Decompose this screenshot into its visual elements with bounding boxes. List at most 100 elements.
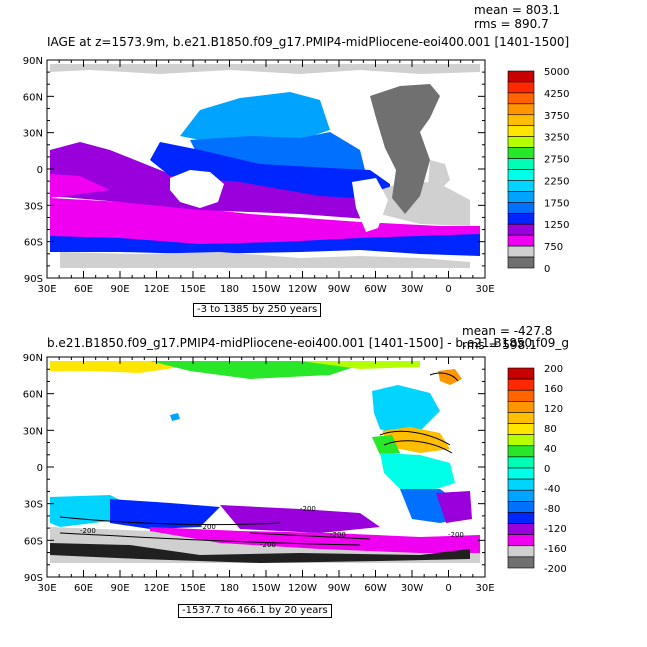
panel-2-eq-purple bbox=[436, 491, 472, 523]
panel-2-eq-teal bbox=[380, 453, 455, 491]
panel-1-colorbar-label: 1750 bbox=[544, 198, 569, 209]
panel-2-y-ticks: 90N 60N 30N 0 30S 60S 90S bbox=[23, 353, 485, 584]
panel-2-colorbar-swatch bbox=[507, 501, 535, 513]
panel-2-title: b.e21.B1850.f09_g17.PMIP4-midPliocene-eo… bbox=[47, 336, 570, 350]
panel-2-contour-label: -200 bbox=[260, 541, 276, 549]
panel-2-ytick-label: 60S bbox=[24, 536, 43, 547]
panel-1-map: 30E 60E 90E 120E 150E 180 150W 120W 90W 60W 30W 0 30… bbox=[23, 56, 570, 295]
panel-2-colorbar-swatch bbox=[507, 556, 535, 569]
panel-2-xtick-label: 150E bbox=[180, 583, 205, 594]
panel-1-australia bbox=[170, 170, 224, 208]
panel-1-colorbar-swatch bbox=[507, 212, 535, 225]
panel-2-colorbar-swatch bbox=[507, 545, 535, 558]
panel-2-xtick-label: 60W bbox=[364, 583, 387, 594]
panel-1-colorbar-label: 2750 bbox=[544, 155, 569, 166]
panel-1-colorbar-label: 3250 bbox=[544, 133, 569, 144]
panel-1-rms: rms = 890.7 bbox=[474, 17, 549, 31]
panel-2-contour-label: -200 bbox=[80, 527, 96, 535]
panel-2-colorbar-label: -200 bbox=[544, 564, 567, 575]
panel-2-xtick-label: 180 bbox=[220, 583, 239, 594]
panel-1-xtick-label: 90W bbox=[328, 284, 351, 295]
panel-2-xtick-label: 30E bbox=[37, 583, 56, 594]
panel-1-pacific-lightblue bbox=[180, 92, 330, 142]
panel-1-xtick-label: 150W bbox=[252, 284, 281, 295]
panel-2-colorbar-swatch bbox=[507, 523, 535, 535]
panel-1-xtick-label: 180 bbox=[220, 284, 239, 295]
panel-1-ytick-label: 60S bbox=[24, 238, 43, 249]
panel-2-colorbar-label: 0 bbox=[544, 464, 550, 475]
panel-1-mean: mean = 803.1 bbox=[474, 3, 561, 17]
panel-2-south-blue bbox=[110, 499, 220, 529]
panel-1-xtick-label: 120W bbox=[288, 284, 317, 295]
panel-2-ytick-label: 0 bbox=[37, 463, 43, 474]
panel-2-x-ticks: 30E 60E 90E 120E 150E 180 150W 120W 90W 60W 30W 0 30… bbox=[37, 357, 495, 594]
panel-1-colorbar-swatch bbox=[507, 114, 535, 127]
panel-1-colorbar-swatch bbox=[507, 103, 535, 116]
panel-2-contour-label: -200 bbox=[448, 531, 464, 539]
panel-1-xtick-label: 150E bbox=[180, 284, 205, 295]
panel-1-arctic bbox=[50, 64, 480, 74]
panel-1-xtick-label: 30E bbox=[37, 284, 56, 295]
panel-2-contour-label: -200 bbox=[300, 505, 316, 513]
panel-2-colorbar-label: -160 bbox=[544, 544, 567, 555]
panel-1-southern-blue bbox=[50, 234, 480, 256]
panel-2-south-black bbox=[50, 543, 470, 563]
panel-2-colorbar-swatch bbox=[507, 489, 535, 502]
panel-2-natl-green bbox=[372, 435, 400, 455]
panel-2-colorbar-swatch bbox=[507, 412, 535, 424]
panel-1-colorbar-label: 2250 bbox=[544, 176, 569, 187]
panel-1-xtick-label: 90E bbox=[110, 284, 129, 295]
panel-1-colorbar-swatch bbox=[507, 191, 535, 203]
panel-1-ytick-label: 60N bbox=[23, 92, 43, 103]
panel-2-colorbar-swatch bbox=[507, 389, 535, 402]
panel-1-colorbar-swatch bbox=[507, 81, 535, 94]
panel-1-colorbar-swatch bbox=[507, 234, 535, 247]
panel-2-contours bbox=[59, 372, 459, 546]
panel-2-colorbar-swatch bbox=[507, 456, 535, 469]
panel-1-colorbar-swatch bbox=[507, 245, 535, 258]
panel-2-xtick-label: 120W bbox=[288, 583, 317, 594]
panel-2-ytick-label: 60N bbox=[23, 390, 43, 401]
panel-2-colorbar-swatch bbox=[507, 378, 535, 391]
panel-1-southern-magenta bbox=[50, 198, 480, 248]
panel-1-colorbar-swatch bbox=[507, 125, 535, 137]
panel-2-colorbar-swatch bbox=[507, 434, 535, 447]
panel-2-xtick-label: 30W bbox=[401, 583, 424, 594]
panel-1-colorbar-label: 0 bbox=[544, 264, 550, 275]
panel-2-colorbar-label: 40 bbox=[544, 444, 557, 455]
panel-2-natl-yellow bbox=[382, 427, 450, 453]
panel-1-colorbar-swatch bbox=[507, 147, 535, 159]
panel-1-colorbar-swatch bbox=[507, 169, 535, 181]
panel-2-xtick-label: 30E bbox=[475, 583, 494, 594]
panel-1-colorbar-swatch bbox=[507, 92, 535, 105]
panel-2-xtick-label: 150W bbox=[252, 583, 281, 594]
panel-1-xtick-label: 60E bbox=[74, 284, 93, 295]
panel-1-xtick-label: 120E bbox=[144, 284, 169, 295]
panel-1-pacific-deepblue bbox=[150, 142, 390, 200]
panel-2-colorbar-swatch bbox=[507, 445, 535, 458]
panel-2-colorbar: 200 160 120 80 40 0 -40 -80 -120 -160 -200 bbox=[507, 364, 567, 575]
panel-2-xtick-label: 90W bbox=[328, 583, 351, 594]
panel-2-colorbar-label: -40 bbox=[544, 484, 560, 495]
panel-1-southern-gray bbox=[60, 252, 470, 268]
panel-2-colorbar-swatch bbox=[507, 512, 535, 524]
panel-1-colorbar-swatch bbox=[507, 158, 535, 170]
panel-1-colorbar-swatch bbox=[507, 180, 535, 192]
panel-2-colorbar-label: 200 bbox=[544, 364, 563, 375]
panel-1-xtick-label: 30W bbox=[401, 284, 424, 295]
panel-1-atlantic-strip bbox=[428, 160, 450, 190]
panel-1-americas-dark bbox=[370, 84, 440, 214]
panel-2-ytick-label: 90N bbox=[23, 353, 43, 364]
panel-2-contour-label: -200 bbox=[330, 531, 346, 539]
panel-1-xtick-label: 60W bbox=[364, 284, 387, 295]
panel-1-colorbar-swatch bbox=[507, 70, 535, 83]
panel-2-xtick-label: 90E bbox=[110, 583, 129, 594]
panel-2-contour-label: -200 bbox=[200, 523, 216, 531]
panel-1-xtick-label: 0 bbox=[445, 284, 451, 295]
panel-1-colorbar-label: 5000 bbox=[544, 67, 569, 78]
panel-1-ytick-label: 30S bbox=[24, 201, 43, 212]
panel-2-contour-labels: -200 -200 -200 -200 -200 -200 bbox=[80, 505, 464, 549]
panel-2-rms: rms = 598.1 bbox=[462, 338, 537, 352]
panel-2-ytick-label: 30S bbox=[24, 500, 43, 511]
panel-1-ytick-label: 0 bbox=[37, 165, 43, 176]
